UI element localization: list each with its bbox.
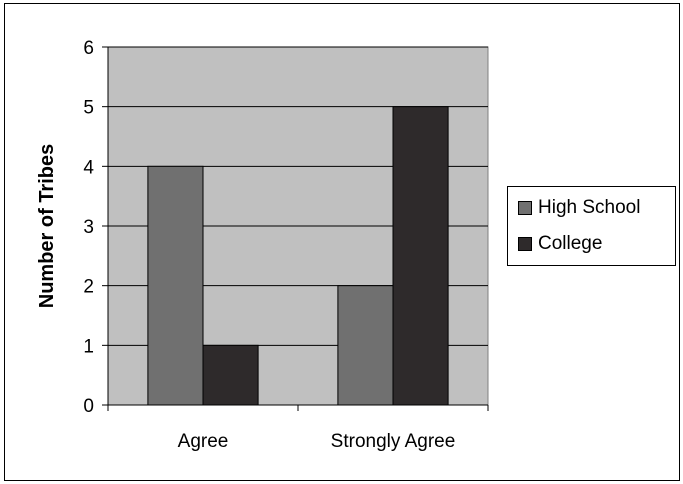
bars (147, 106, 449, 406)
axes (102, 46, 489, 411)
y-tick-label: 0 (83, 396, 94, 417)
legend: High School College (507, 186, 676, 266)
legend-swatch-college (518, 237, 532, 251)
y-tick-label: 2 (83, 277, 94, 298)
legend-item-high-school: High School (518, 197, 640, 219)
x-tick-label: Strongly Agree (331, 431, 456, 452)
y-axis-label: Number of Tribes (36, 144, 58, 308)
bar-high-school-agree (147, 165, 204, 406)
y-tick-label: 1 (83, 336, 94, 357)
y-tick-label: 5 (83, 98, 94, 119)
y-tick-labels: 0 1 2 3 4 5 6 (83, 38, 94, 417)
legend-label-college: College (538, 233, 603, 254)
y-tick-label: 3 (83, 217, 94, 238)
y-tick-label: 6 (83, 38, 94, 59)
bar-college-agree (202, 344, 259, 406)
x-tick-labels: Agree Strongly Agree (178, 431, 456, 452)
y-tick-label: 4 (83, 157, 94, 178)
x-tick-label: Agree (178, 431, 229, 452)
bar-college-strongly-agree (392, 106, 449, 406)
legend-item-college: College (518, 233, 602, 255)
legend-swatch-high-school (518, 201, 532, 215)
bar-high-school-strongly-agree (337, 285, 394, 406)
legend-label-high-school: High School (538, 197, 641, 218)
